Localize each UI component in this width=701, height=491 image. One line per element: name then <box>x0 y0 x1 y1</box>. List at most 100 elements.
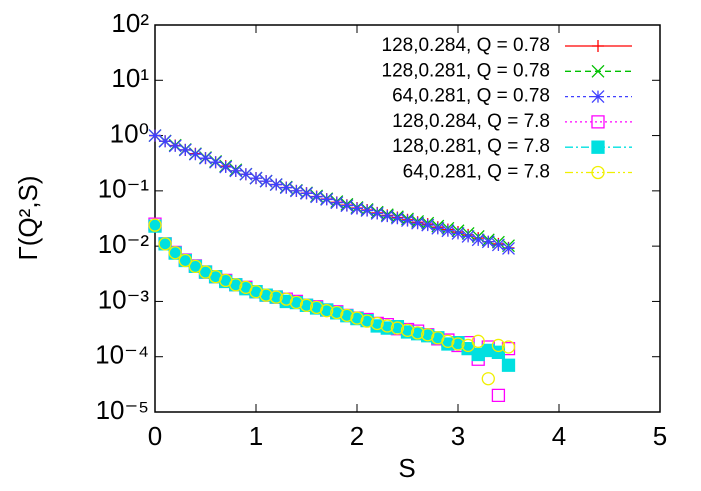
data-point <box>441 334 455 348</box>
y-tick-label: 10⁻⁵ <box>96 395 149 425</box>
data-point <box>421 218 435 232</box>
data-point <box>309 300 324 315</box>
data-point <box>300 186 313 200</box>
data-point <box>501 358 516 372</box>
y-axis-label: Γ(Q²,S) <box>13 175 43 260</box>
legend-marker <box>591 64 605 78</box>
y-tick-label: 10¹ <box>111 63 149 93</box>
x-tick-label: 0 <box>148 421 162 451</box>
legend-label: 128,0.284, Q = 7.8 <box>392 111 550 132</box>
data-point <box>491 338 506 353</box>
data-point <box>289 295 304 310</box>
data-point <box>178 143 192 157</box>
data-point <box>401 214 414 228</box>
data-point <box>249 171 263 185</box>
x-tick-label: 1 <box>249 421 263 451</box>
data-point <box>340 308 354 322</box>
legend-marker <box>591 140 605 154</box>
y-tick-label: 10² <box>111 8 149 38</box>
data-point <box>360 204 374 218</box>
data-point <box>320 304 334 318</box>
data-point <box>380 319 394 333</box>
data-point <box>269 290 283 304</box>
data-point <box>168 139 182 153</box>
data-point <box>158 134 172 148</box>
data-point <box>279 292 293 306</box>
data-point <box>350 202 364 215</box>
legend-marker <box>592 40 604 52</box>
data-point <box>219 160 233 174</box>
data-point <box>178 253 192 268</box>
data-point <box>279 181 293 195</box>
data-point <box>148 129 162 143</box>
data-point <box>471 233 485 247</box>
data-point <box>502 241 515 255</box>
data-point <box>148 218 162 232</box>
legend-label: 64,0.281, Q = 7.8 <box>403 162 550 183</box>
data-point <box>199 151 212 165</box>
data-point <box>209 155 223 169</box>
data-point <box>461 229 475 243</box>
legend-marker <box>591 90 605 104</box>
data-point <box>390 321 405 335</box>
data-point <box>320 192 334 206</box>
data-point <box>501 340 516 354</box>
data-point <box>491 238 505 252</box>
data-point <box>390 211 404 225</box>
legend-label: 64,0.281, Q = 0.78 <box>392 86 550 107</box>
legend-label: 128,0.281, Q = 7.8 <box>392 136 550 157</box>
y-tick-label: 10⁻¹ <box>98 174 150 204</box>
data-point <box>410 326 425 340</box>
data-point <box>411 216 425 230</box>
data-point <box>310 190 324 204</box>
data-point <box>451 337 465 351</box>
data-point <box>481 372 495 386</box>
x-tick-label: 2 <box>350 421 364 451</box>
data-point <box>471 347 485 362</box>
data-point <box>259 288 273 302</box>
data-point <box>158 237 172 251</box>
x-tick-label: 3 <box>451 421 465 451</box>
legend-label: 128,0.284, Q = 0.78 <box>382 35 551 56</box>
data-point <box>421 328 435 342</box>
data-point <box>330 305 344 320</box>
data-point <box>330 196 344 210</box>
y-tick-label: 10⁻⁴ <box>95 340 149 370</box>
legend-marker <box>591 115 605 129</box>
data-point <box>400 323 415 337</box>
data-point <box>370 207 384 220</box>
data-point <box>229 164 243 178</box>
data-point <box>350 311 364 325</box>
data-point <box>188 147 202 161</box>
data-point <box>299 298 314 312</box>
x-tick-label: 4 <box>552 421 566 451</box>
data-point <box>229 278 243 292</box>
data-point <box>451 226 465 240</box>
y-tick-label: 10⁰ <box>110 118 149 148</box>
data-point <box>239 167 253 181</box>
data-point <box>481 235 495 249</box>
data-point <box>269 178 283 192</box>
data-point <box>431 221 445 235</box>
x-tick-label: 5 <box>653 421 667 451</box>
data-point <box>188 259 203 274</box>
data-point <box>491 388 506 403</box>
data-point <box>491 345 506 359</box>
data-point <box>148 219 162 233</box>
data-point <box>340 199 354 213</box>
data-point <box>370 316 384 331</box>
x-axis-label: S <box>398 453 415 483</box>
legend-label: 128,0.281, Q = 0.78 <box>382 60 551 81</box>
y-tick-label: 10⁻² <box>98 229 150 259</box>
data-point <box>289 184 303 198</box>
data-point <box>441 224 455 238</box>
data-point <box>259 174 273 188</box>
data-point <box>471 334 485 348</box>
y-tick-label: 10⁻³ <box>98 284 150 314</box>
data-point <box>168 246 182 260</box>
data-point <box>380 209 394 223</box>
legend-marker <box>591 165 605 180</box>
data-point <box>360 314 374 328</box>
